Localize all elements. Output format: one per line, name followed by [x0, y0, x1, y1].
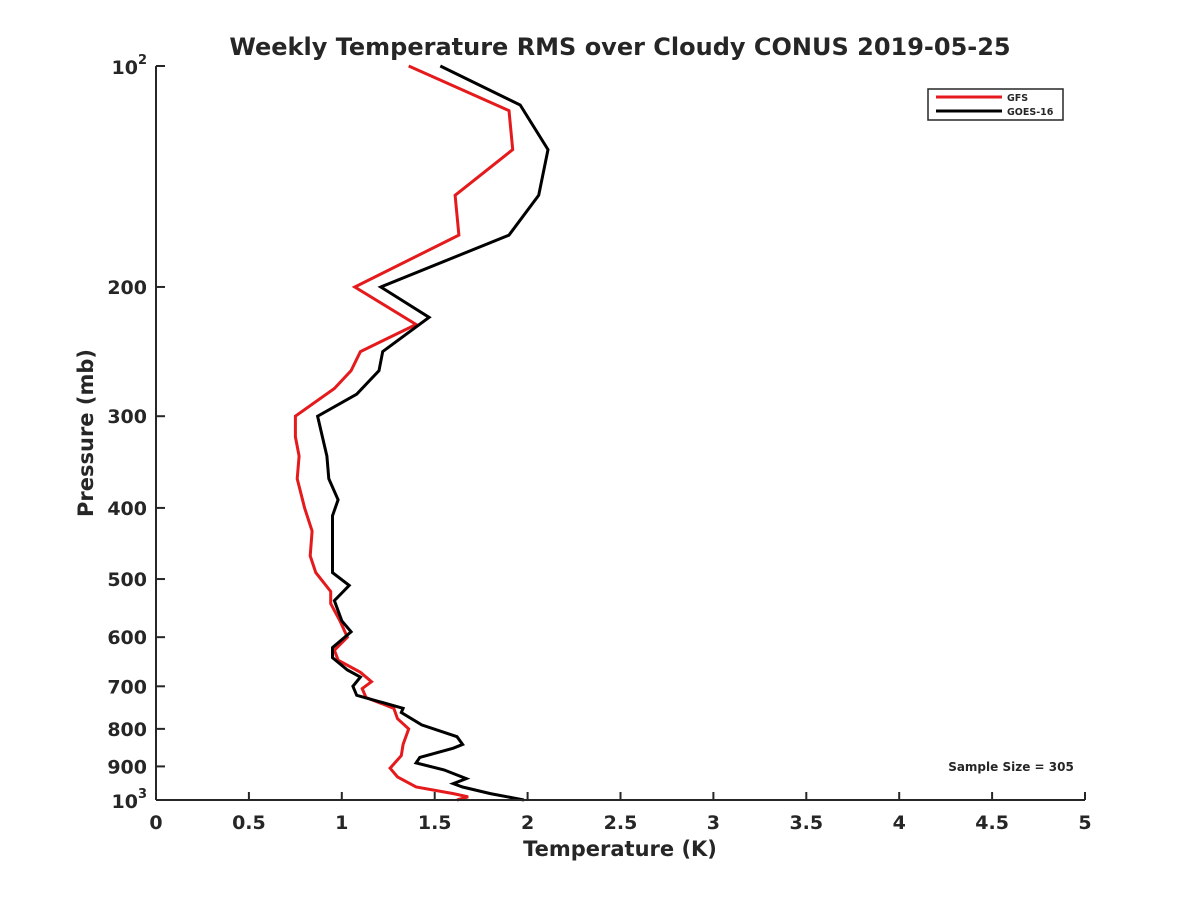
y-tick-exponent: 2 — [138, 53, 147, 68]
y-tick-exponent: 3 — [138, 787, 147, 802]
sample-size-annotation: Sample Size = 305 — [948, 760, 1074, 774]
chart-title: Weekly Temperature RMS over Cloudy CONUS… — [229, 33, 1010, 61]
y-tick-label: 900 — [107, 756, 147, 778]
y-tick-base: 10 — [112, 57, 138, 79]
series-line-gfs — [293, 64, 515, 802]
x-tick-label: 3 — [707, 812, 720, 834]
x-tick-label: 5 — [1078, 812, 1091, 834]
legend-label-gfs: GFS — [1007, 93, 1028, 104]
x-tick-label: 1 — [335, 812, 348, 834]
y-axis-label: Pressure (mb) — [74, 349, 98, 517]
x-ticks: 0 0.5 1 1.5 2 2.5 3 3.5 4 4.5 5 — [149, 792, 1092, 834]
series-layer — [293, 64, 550, 802]
y-tick-base: 10 — [112, 791, 138, 813]
y-tick-label: 102 — [112, 53, 148, 79]
x-tick-label: 2 — [521, 812, 534, 834]
x-tick-label: 1.5 — [418, 812, 452, 834]
y-tick-label: 300 — [107, 406, 147, 428]
series-line-goes16 — [315, 64, 550, 802]
legend: GFS GOES-16 — [927, 88, 1064, 121]
y-tick-label: 103 — [112, 787, 148, 813]
y-tick-label: 500 — [107, 569, 147, 591]
x-tick-label: 2.5 — [604, 812, 638, 834]
x-tick-label: 0.5 — [232, 812, 266, 834]
x-tick-label: 3.5 — [789, 812, 823, 834]
x-tick-label: 0 — [149, 812, 162, 834]
x-tick-label: 4 — [893, 812, 906, 834]
x-tick-label: 4.5 — [975, 812, 1009, 834]
y-tick-label: 700 — [107, 676, 147, 698]
legend-label-goes16: GOES-16 — [1007, 107, 1054, 118]
x-axis-label: Temperature (K) — [523, 837, 717, 861]
legend-box — [927, 88, 1064, 121]
y-tick-label: 800 — [107, 719, 147, 741]
y-tick-label: 200 — [107, 277, 147, 299]
y-tick-label: 400 — [107, 498, 147, 520]
y-tick-label: 600 — [107, 627, 147, 649]
